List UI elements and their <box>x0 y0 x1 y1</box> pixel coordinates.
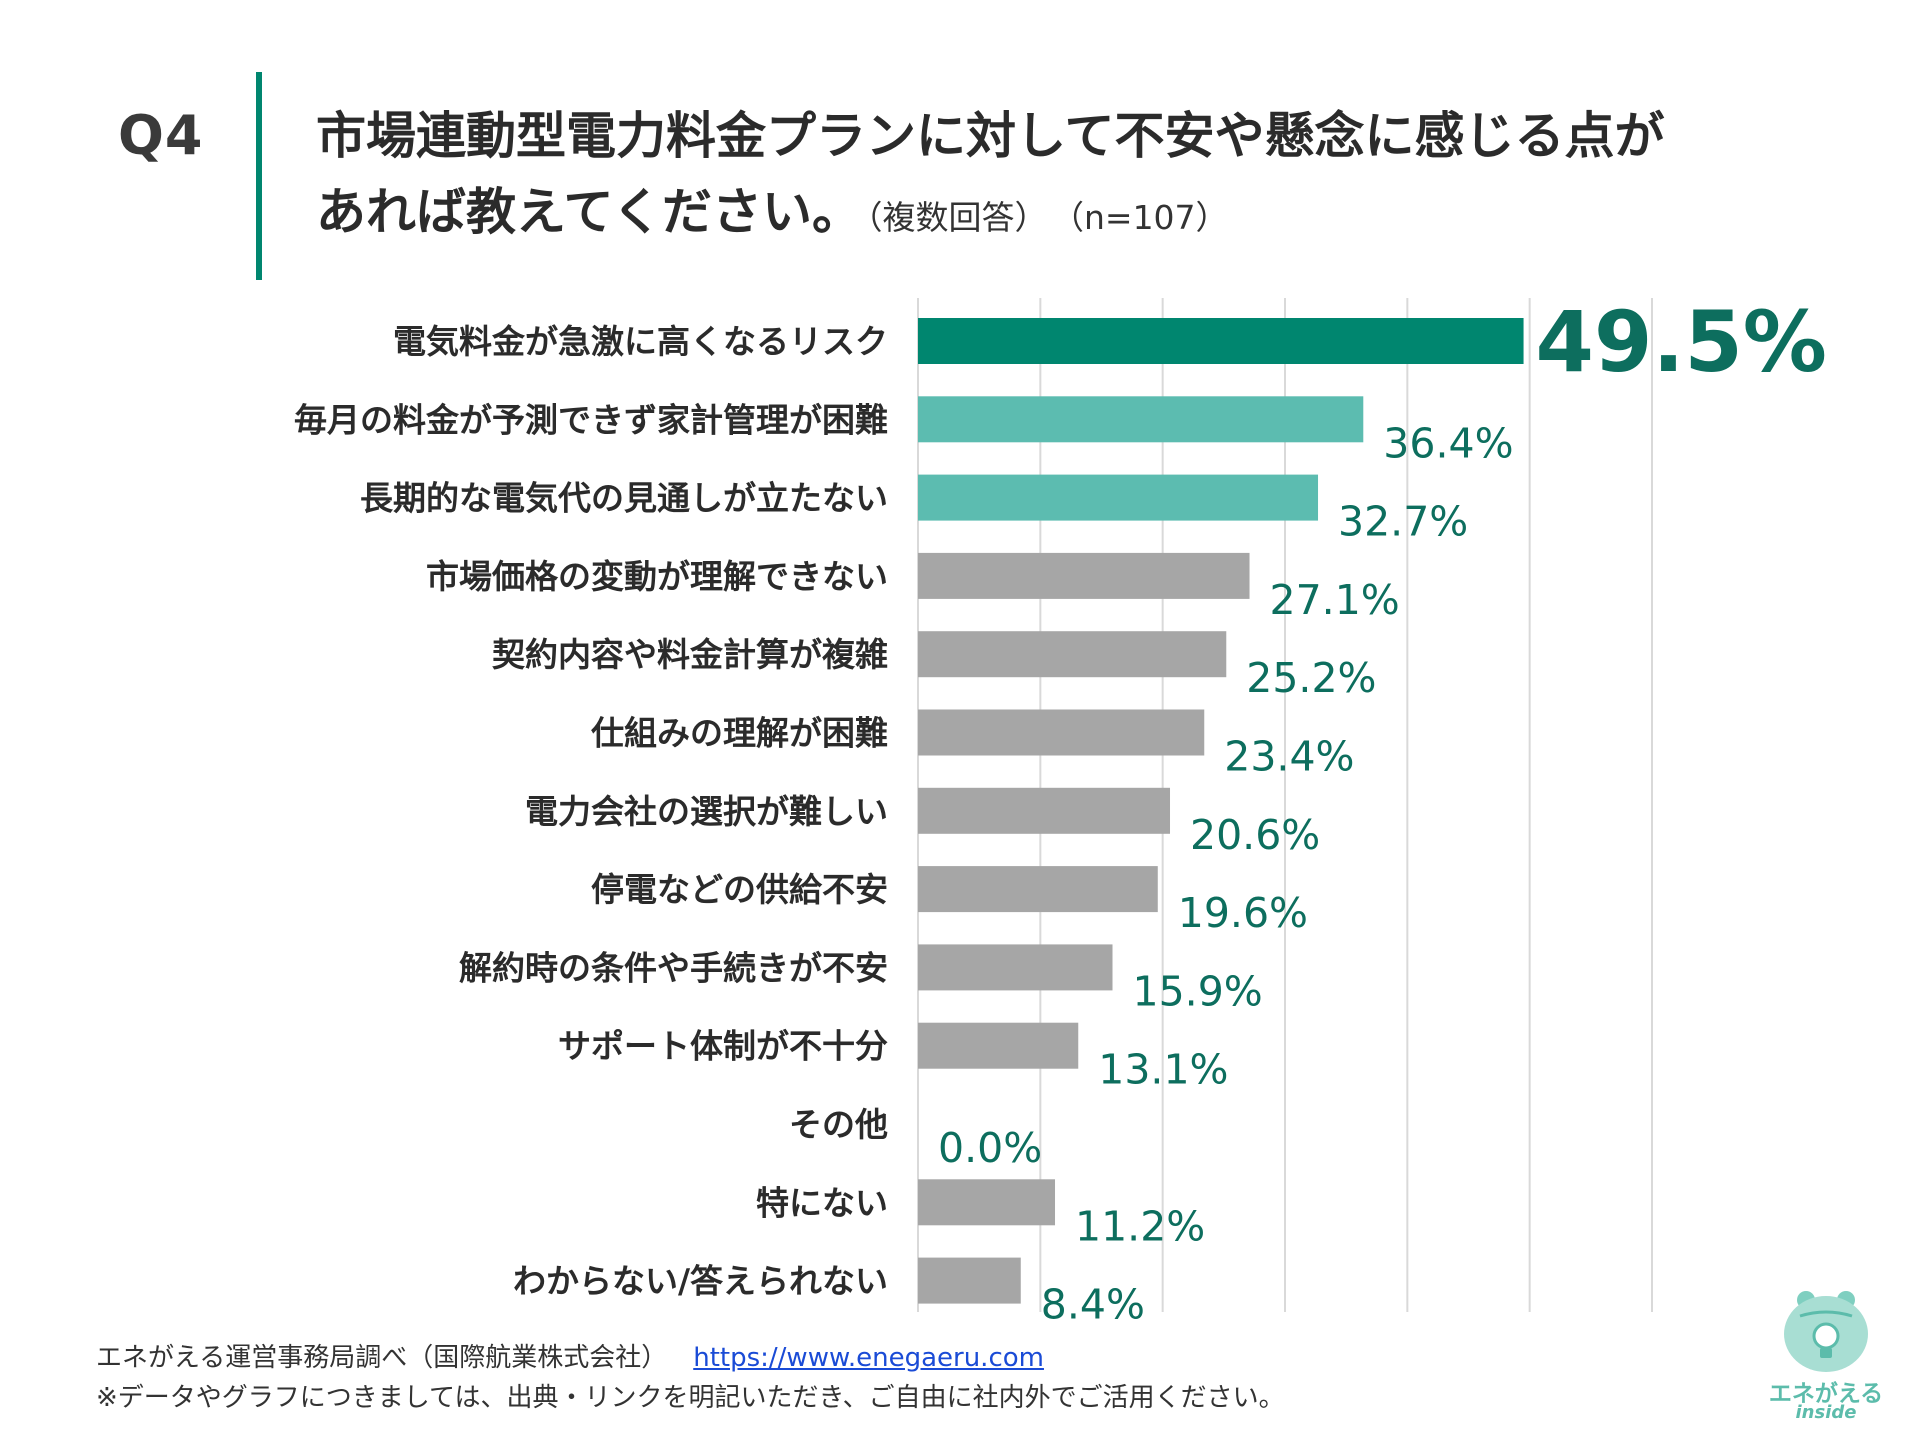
bar <box>918 1257 1021 1304</box>
value-label: 25.2% <box>1246 654 1376 702</box>
value-label: 19.6% <box>1178 889 1308 937</box>
category-label: 停電などの供給不安 <box>591 870 888 909</box>
frog-lightbulb-icon <box>1784 1291 1868 1372</box>
bar <box>918 866 1158 913</box>
logo: エネがえる inside <box>1754 1278 1898 1428</box>
category-label: その他 <box>789 1105 888 1144</box>
bar <box>918 552 1250 599</box>
category-label: 電力会社の選択が難しい <box>525 792 888 831</box>
bar <box>918 709 1205 756</box>
value-label: 15.9% <box>1133 967 1263 1015</box>
bar <box>918 318 1524 364</box>
bar <box>918 396 1364 443</box>
value-label: 20.6% <box>1190 811 1320 859</box>
category-label: わからない/答えられない <box>513 1262 888 1301</box>
question-divider <box>256 72 262 280</box>
category-label: 解約時の条件や手続きが不安 <box>459 948 888 987</box>
value-label: 27.1% <box>1270 576 1400 624</box>
category-label: 電気料金が急激に高くなるリスク <box>393 322 888 361</box>
bar <box>918 787 1171 834</box>
bar <box>918 1179 1056 1226</box>
bar <box>918 944 1113 991</box>
bar <box>918 631 1227 678</box>
category-label: 市場価格の変動が理解できない <box>426 557 888 596</box>
logo-wordmark: エネがえる <box>1768 1381 1884 1407</box>
category-label: 契約内容や料金計算が複雑 <box>492 635 888 674</box>
logo-subtitle: inside <box>1795 1402 1857 1423</box>
grid-lines <box>917 298 1653 1312</box>
value-label: 13.1% <box>1098 1046 1228 1094</box>
bar-chart: 電気料金が急激に高くなるリスク毎月の料金が予測できず家計管理が困難長期的な電気代… <box>294 293 1827 1329</box>
title-line-2-text: あれば教えてください。 <box>316 183 862 241</box>
title-line-2: あれば教えてください。 （複数回答） （n=107） <box>316 174 1836 256</box>
bar <box>918 474 1319 521</box>
footer: エネがえる運営事務局調べ（国際航業株式会社） https://www.enegae… <box>96 1338 1285 1418</box>
category-label: 特にない <box>756 1183 888 1222</box>
title-line-1: 市場連動型電力料金プランに対して不安や懸念に感じる点が <box>316 107 1665 165</box>
question-number: Q4 <box>118 104 204 167</box>
value-label: 32.7% <box>1338 498 1468 546</box>
value-label: 49.5% <box>1536 293 1827 391</box>
value-label: 36.4% <box>1383 419 1513 467</box>
value-label: 11.2% <box>1075 1202 1205 1250</box>
value-label: 23.4% <box>1224 733 1354 781</box>
category-label: 仕組みの理解が困難 <box>591 714 888 753</box>
source-link[interactable]: https://www.enegaeru.com <box>693 1343 1044 1373</box>
answer-type-note: （複数回答） <box>866 198 1048 237</box>
value-labels: 49.5% 36.4% 32.7% 27.1% 25.2% 23.4% 20.6% 19.6%… <box>938 293 1827 1329</box>
value-label: 0.0% <box>938 1124 1042 1172</box>
usage-notice: ※データやグラフにつきましては、出典・リンクを明記いただき、ご自由に社内外でご活… <box>96 1383 1285 1413</box>
value-label: 8.4% <box>1041 1281 1145 1329</box>
category-label: サポート体制が不十分 <box>558 1027 888 1066</box>
sample-size: （n=107） <box>1067 198 1229 237</box>
source-credit: エネがえる運営事務局調べ（国際航業株式会社） <box>96 1343 668 1373</box>
category-label: 長期的な電気代の見通しが立たない <box>360 479 888 518</box>
category-labels: 電気料金が急激に高くなるリスク毎月の料金が予測できず家計管理が困難長期的な電気代… <box>294 322 888 1301</box>
footer-source-line: エネがえる運営事務局調べ（国際航業株式会社） https://www.enegae… <box>96 1338 1285 1378</box>
bar <box>918 1022 1079 1069</box>
bars <box>918 318 1524 1304</box>
question-title: 市場連動型電力料金プランに対して不安や懸念に感じる点が あれば教えてください。（… <box>316 98 1836 256</box>
category-label: 毎月の料金が予測できず家計管理が困難 <box>294 400 888 439</box>
